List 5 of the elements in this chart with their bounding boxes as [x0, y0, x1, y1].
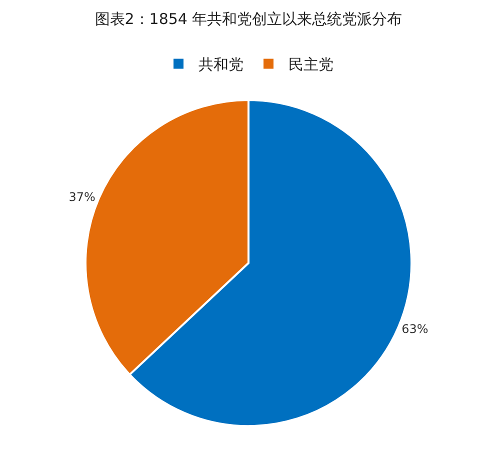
legend-label: 民主党	[288, 56, 334, 74]
data-label: 37%	[68, 190, 96, 204]
legend-label: 共和党	[198, 56, 244, 74]
chart-title: 图表2：1854 年共和党创立以来总统党派分布	[94, 10, 402, 28]
data-label: 63%	[402, 322, 428, 336]
